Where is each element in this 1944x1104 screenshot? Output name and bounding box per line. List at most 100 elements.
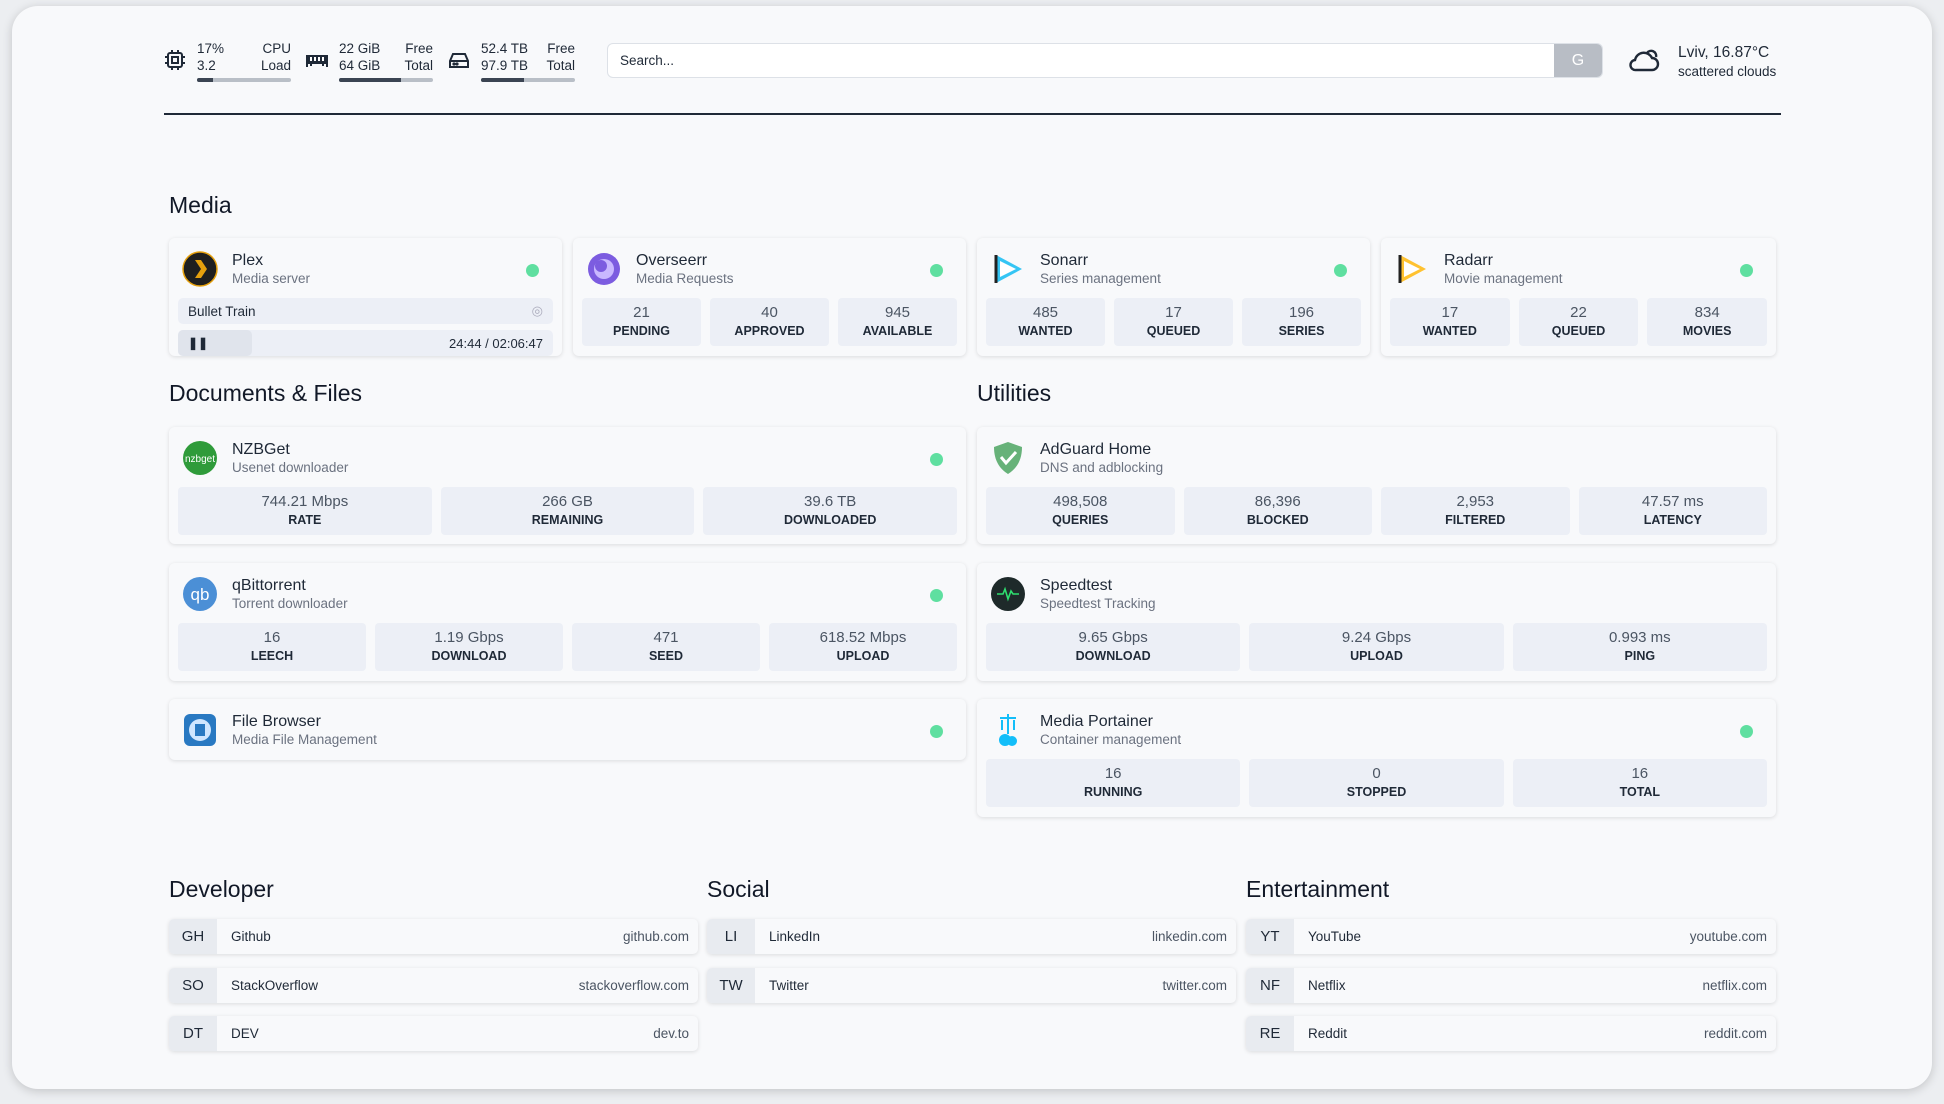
filebrowser-icon <box>184 714 216 746</box>
bookmark-url: linkedin.com <box>1151 929 1227 944</box>
stat-label: UPLOAD <box>836 649 890 663</box>
stat-label: UPLOAD <box>1350 649 1403 663</box>
service-title: Sonarr <box>1040 251 1089 269</box>
cpu-icon <box>165 50 185 70</box>
bookmark-abbr: RE <box>1246 1016 1294 1051</box>
service-card-overseerr[interactable]: Overseerr Media Requests 21 PENDING 40 APPROV… <box>573 238 966 356</box>
bookmark-abbr: GH <box>169 919 217 954</box>
stat-box: 17 QUEUED <box>1114 298 1233 346</box>
stat-label: SERIES <box>1278 324 1325 338</box>
service-subtitle: Usenet downloader <box>232 459 349 475</box>
service-title: Overseerr <box>636 251 708 269</box>
bookmark-reddit[interactable]: RE Reddit reddit.com <box>1246 1016 1776 1051</box>
service-title: Plex <box>232 251 264 269</box>
stat-label: RUNNING <box>1083 785 1143 799</box>
service-title: qBittorrent <box>232 576 306 594</box>
ram-bar <box>339 78 433 82</box>
service-card-radarr[interactable]: Radarr Movie management 17 WANTED 22 QUEUED 83… <box>1381 238 1776 356</box>
bookmark-url: reddit.com <box>1703 1026 1767 1041</box>
cpu-usage: 17% <box>197 41 225 56</box>
cpu-bar <box>197 78 291 82</box>
bookmark-abbr: YT <box>1246 919 1294 954</box>
bookmark-linkedin[interactable]: LI LinkedIn linkedin.com <box>707 919 1236 954</box>
search-input[interactable] <box>608 44 1554 77</box>
service-card-sonarr[interactable]: Sonarr Series management 485 WANTED 17 QUEUED… <box>977 238 1370 356</box>
stat-value: 40 <box>761 304 778 321</box>
radarr-icon <box>1398 255 1426 283</box>
stat-label: STOPPED <box>1346 785 1407 799</box>
service-subtitle: Media Requests <box>636 270 734 286</box>
stat-value: 0.993 ms <box>1608 629 1671 646</box>
stat-value: 2,953 <box>1456 493 1495 510</box>
stat-box: 16 RUNNING <box>986 759 1241 807</box>
bookmark-url: github.com <box>622 929 689 944</box>
qbittorrent-icon: qb <box>183 577 217 611</box>
disk-total: 97.9 TB <box>481 58 529 73</box>
service-card-portainer[interactable]: Media Portainer Container management 16 RUN… <box>977 699 1776 817</box>
stat-box: 2,953 FILTERED <box>1381 487 1570 535</box>
service-card-nzbget[interactable]: nzbget NZBGet Usenet downloader 744.21 Mbps… <box>169 427 966 544</box>
bookmark-dev[interactable]: DT DEV dev.to <box>169 1016 698 1051</box>
stat-value: 21 <box>633 304 650 321</box>
adguard-icon <box>994 442 1022 474</box>
stat-box: 471 SEED <box>572 623 760 671</box>
status-dot <box>930 453 943 466</box>
search-engine-button[interactable]: G <box>1554 44 1602 77</box>
service-card-filebrowser[interactable]: File Browser Media File Management <box>169 699 966 760</box>
playback-progress[interactable]: ❚❚ 24:44 / 02:06:47 <box>178 330 553 356</box>
stat-box: 16 TOTAL <box>1512 759 1767 807</box>
service-title: Speedtest <box>1040 576 1113 594</box>
total-label: Total <box>546 58 575 73</box>
stat-box: 1.19 Gbps DOWNLOAD <box>375 623 563 671</box>
service-subtitle: Media File Management <box>232 731 377 747</box>
bookmark-twitter[interactable]: TW Twitter twitter.com <box>707 967 1236 1003</box>
stat-value: 86,396 <box>1254 493 1301 510</box>
stat-value: 618.52 Mbps <box>819 629 907 646</box>
status-dot <box>930 725 943 738</box>
stat-value: 17 <box>1165 304 1182 321</box>
cloud-icon <box>1629 49 1660 72</box>
service-title: Media Portainer <box>1040 712 1153 730</box>
stat-box: 945 AVAILABLE <box>838 298 957 346</box>
section-title-docs: Documents & Files <box>169 380 363 406</box>
search-box: G <box>607 43 1603 78</box>
plex-icon <box>182 251 218 287</box>
service-subtitle: DNS and adblocking <box>1040 459 1164 475</box>
stat-box: 40 APPROVED <box>710 298 829 346</box>
bookmark-github[interactable]: GH Github github.com <box>169 919 698 954</box>
service-card-speedtest[interactable]: Speedtest Speedtest Tracking 9.65 Gbps DOWN… <box>977 563 1776 681</box>
service-title: File Browser <box>232 712 321 730</box>
cpu-widget: 17% CPU 3.2 Load <box>163 40 291 82</box>
stat-value: 9.24 Gbps <box>1341 629 1412 646</box>
stat-label: MOVIES <box>1682 324 1732 338</box>
playback-time: 24:44 / 02:06:47 <box>449 336 543 351</box>
service-card-plex[interactable]: Plex Media server Bullet Train ◎ ❚❚ 24:44 … <box>169 238 562 356</box>
weather-widget: Lviv, 16.87°C scattered clouds <box>1678 43 1776 81</box>
section-title-media: Media <box>169 192 232 218</box>
stat-box: 39.6 TB DOWNLOADED <box>703 487 958 535</box>
bookmark-name: Netflix <box>1308 977 1346 993</box>
stat-value: 47.57 ms <box>1641 493 1704 510</box>
status-dot <box>1334 264 1347 277</box>
bookmark-youtube[interactable]: YT YouTube youtube.com <box>1246 919 1776 954</box>
stat-box: 618.52 Mbps UPLOAD <box>769 623 957 671</box>
stat-box: 86,396 BLOCKED <box>1183 487 1372 535</box>
bookmark-url: netflix.com <box>1702 977 1767 993</box>
stat-box: 21 PENDING <box>582 298 701 346</box>
service-card-adguard[interactable]: AdGuard Home DNS and adblocking 498,508 QUE… <box>977 427 1776 544</box>
stat-label: TOTAL <box>1619 785 1661 799</box>
bookmark-netflix[interactable]: NF Netflix netflix.com <box>1246 967 1776 1003</box>
stat-value: 16 <box>1104 765 1122 782</box>
stat-box: 47.57 ms LATENCY <box>1578 487 1767 535</box>
status-dot <box>930 589 943 602</box>
stat-label: LATENCY <box>1643 513 1702 527</box>
service-title: AdGuard Home <box>1040 440 1152 458</box>
bookmark-name: StackOverflow <box>231 977 319 993</box>
stat-value: 834 <box>1694 304 1720 321</box>
pause-icon[interactable]: ❚❚ <box>188 336 209 350</box>
status-dot <box>1740 725 1753 738</box>
stat-value: 744.21 Mbps <box>261 493 349 510</box>
service-card-qbittorrent[interactable]: qb qBittorrent Torrent downloader 16 LEECH 1.… <box>169 563 966 681</box>
bookmark-stackoverflow[interactable]: SO StackOverflow stackoverflow.com <box>169 967 698 1003</box>
stat-value: 196 <box>1288 304 1315 321</box>
